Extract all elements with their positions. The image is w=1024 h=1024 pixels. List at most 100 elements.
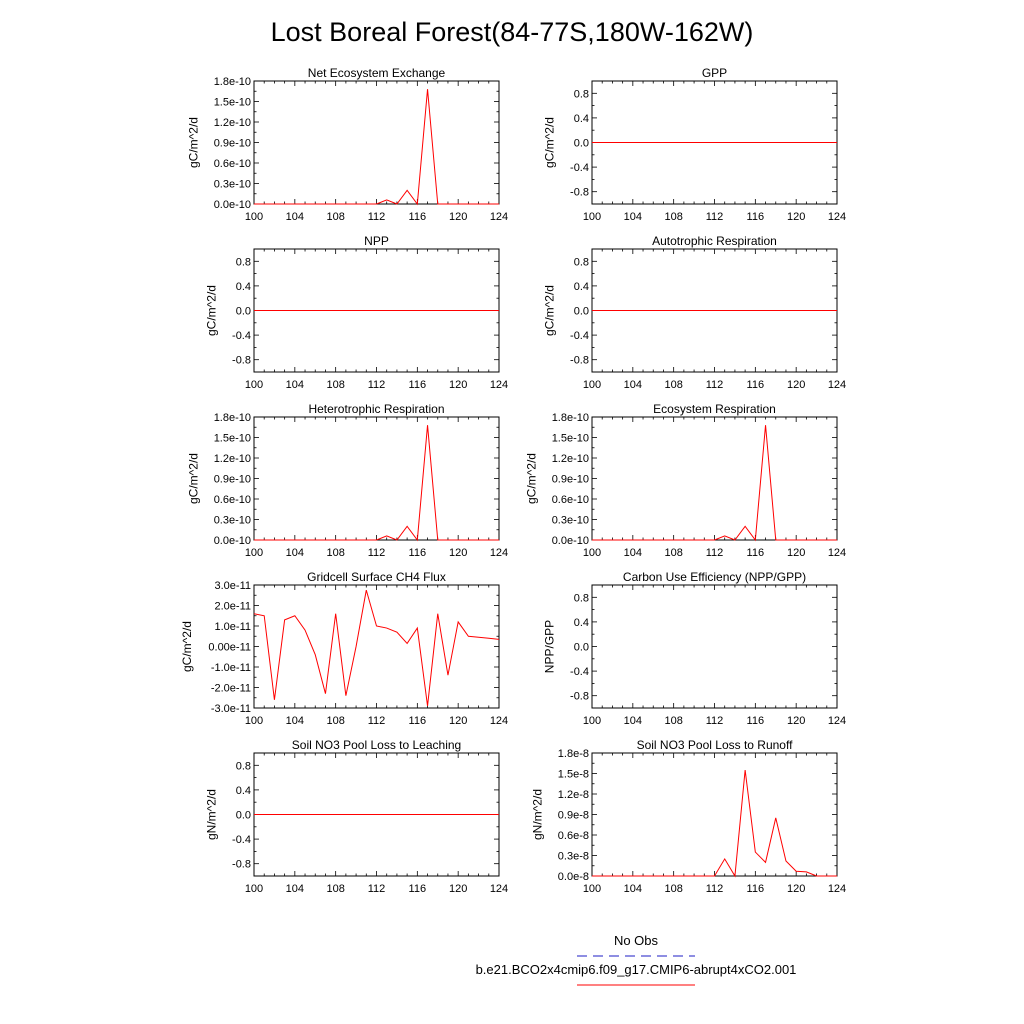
x-tick-label: 124 [828,379,846,391]
x-tick-label: 112 [706,883,724,895]
y-tick-label: 0.00e-11 [208,642,251,654]
y-axis-label: gC/m^2/d [524,453,538,504]
y-axis-label: gN/m^2/d [205,789,219,840]
x-tick-label: 116 [409,547,427,559]
x-tick-label: 116 [747,883,765,895]
y-tick-label: 0.0 [236,306,251,318]
y-tick-label: 1.0e-11 [215,621,252,633]
x-tick-label: 116 [747,715,765,727]
x-tick-label: 120 [449,715,467,727]
y-tick-label: 1.8e-8 [558,748,589,760]
chart-panel-3: NPP 100 104 108 112 116 120 124 -0.8 -0.4 0.0 0.4 0.… [205,234,509,391]
y-tick-label: 3.0e-11 [215,580,252,592]
chart-panel-1: Net Ecosystem Exchange 100 104 108 112 116 120… [186,66,508,223]
x-tick-label: 100 [583,211,601,223]
x-tick-label: 124 [828,715,846,727]
x-tick-label: 108 [664,547,682,559]
x-tick-label: 116 [409,715,427,727]
x-tick-label: 100 [583,715,601,727]
x-tick-label: 112 [368,547,386,559]
chart-title: Soil NO3 Pool Loss to Leaching [292,738,461,752]
x-tick-label: 120 [449,379,467,391]
y-axis-label: gC/m^2/d [205,285,219,336]
y-tick-label: 0.0e-10 [214,199,251,211]
y-tick-label: -0.8 [232,355,251,367]
y-tick-label: 1.2e-10 [214,453,251,465]
x-tick-label: 112 [368,883,386,895]
y-axis-label: gC/m^2/d [186,117,200,168]
y-tick-label: 1.5e-10 [214,97,251,109]
x-tick-label: 124 [490,547,508,559]
y-axis-label: gC/m^2/d [543,285,557,336]
x-tick-label: 100 [583,379,601,391]
legend-model-label: b.e21.BCO2x4cmip6.f09_g17.CMIP6-abrupt4x… [476,962,797,977]
x-tick-label: 112 [368,715,386,727]
x-tick-label: 108 [326,379,344,391]
x-tick-label: 124 [828,211,846,223]
y-axis-label: NPP/GPP [543,620,557,673]
series-line [254,425,499,542]
y-tick-label: 0.6e-10 [552,494,589,506]
plot-frame [253,80,500,205]
y-tick-label: -0.4 [570,330,589,342]
x-tick-label: 116 [747,547,765,559]
x-tick-label: 104 [624,211,642,223]
x-tick-label: 104 [286,547,304,559]
y-tick-label: 1.5e-10 [552,433,589,445]
y-tick-label: 0.3e-10 [552,515,589,527]
x-tick-label: 120 [787,715,805,727]
x-tick-label: 120 [787,379,805,391]
x-tick-label: 104 [624,547,642,559]
y-tick-label: 0.0 [574,138,589,150]
x-tick-label: 112 [706,547,724,559]
x-tick-label: 112 [706,211,724,223]
x-tick-label: 108 [664,379,682,391]
x-tick-label: 104 [286,211,304,223]
x-tick-label: 100 [245,547,263,559]
legend-obs-label: No Obs [614,933,659,948]
y-tick-label: -2.0e-11 [211,683,251,695]
y-tick-label: -0.8 [232,859,251,871]
chart-panel-4: Autotrophic Respiration 100 104 108 112 116 12… [543,234,847,391]
y-tick-label: 0.0 [236,810,251,822]
y-tick-label: 0.6e-10 [214,158,251,170]
series-line [592,770,837,878]
x-tick-label: 120 [787,883,805,895]
chart-title: Autotrophic Respiration [652,234,777,248]
y-tick-label: -0.8 [570,691,589,703]
x-tick-label: 112 [706,715,724,727]
chart-title: GPP [702,66,727,80]
y-tick-label: 0.8 [574,256,589,268]
chart-title: Gridcell Surface CH4 Flux [307,570,446,584]
x-tick-label: 124 [828,547,846,559]
y-tick-label: 0.4 [236,785,251,797]
y-tick-label: 0.0e-8 [558,871,589,883]
y-tick-label: 0.0 [574,306,589,318]
series-line [253,589,500,707]
plot-frame [253,416,500,541]
y-tick-label: 1.8e-10 [552,412,589,424]
x-tick-label: 124 [490,211,508,223]
series-line [592,425,837,542]
x-tick-label: 120 [787,211,805,223]
x-tick-label: 108 [326,715,344,727]
x-tick-label: 124 [490,715,508,727]
plot-frame [591,752,838,877]
y-tick-label: -0.4 [570,162,589,174]
x-tick-label: 116 [409,379,427,391]
y-tick-label: 0.4 [574,113,589,125]
y-tick-label: 0.9e-10 [552,474,589,486]
y-tick-label: 0.0e-10 [214,535,251,547]
y-tick-label: 1.2e-10 [552,453,589,465]
x-tick-label: 124 [490,883,508,895]
chart-title: Heterotrophic Respiration [308,402,444,416]
y-tick-label: 0.9e-10 [214,138,251,150]
y-tick-label: 1.8e-10 [214,76,251,88]
y-tick-label: -3.0e-11 [211,703,251,715]
x-tick-label: 100 [583,883,601,895]
chart-title: Soil NO3 Pool Loss to Runoff [637,738,794,752]
y-tick-label: -0.4 [232,330,251,342]
y-tick-label: -0.8 [570,355,589,367]
x-tick-label: 112 [368,211,386,223]
y-tick-label: 0.0 [574,642,589,654]
